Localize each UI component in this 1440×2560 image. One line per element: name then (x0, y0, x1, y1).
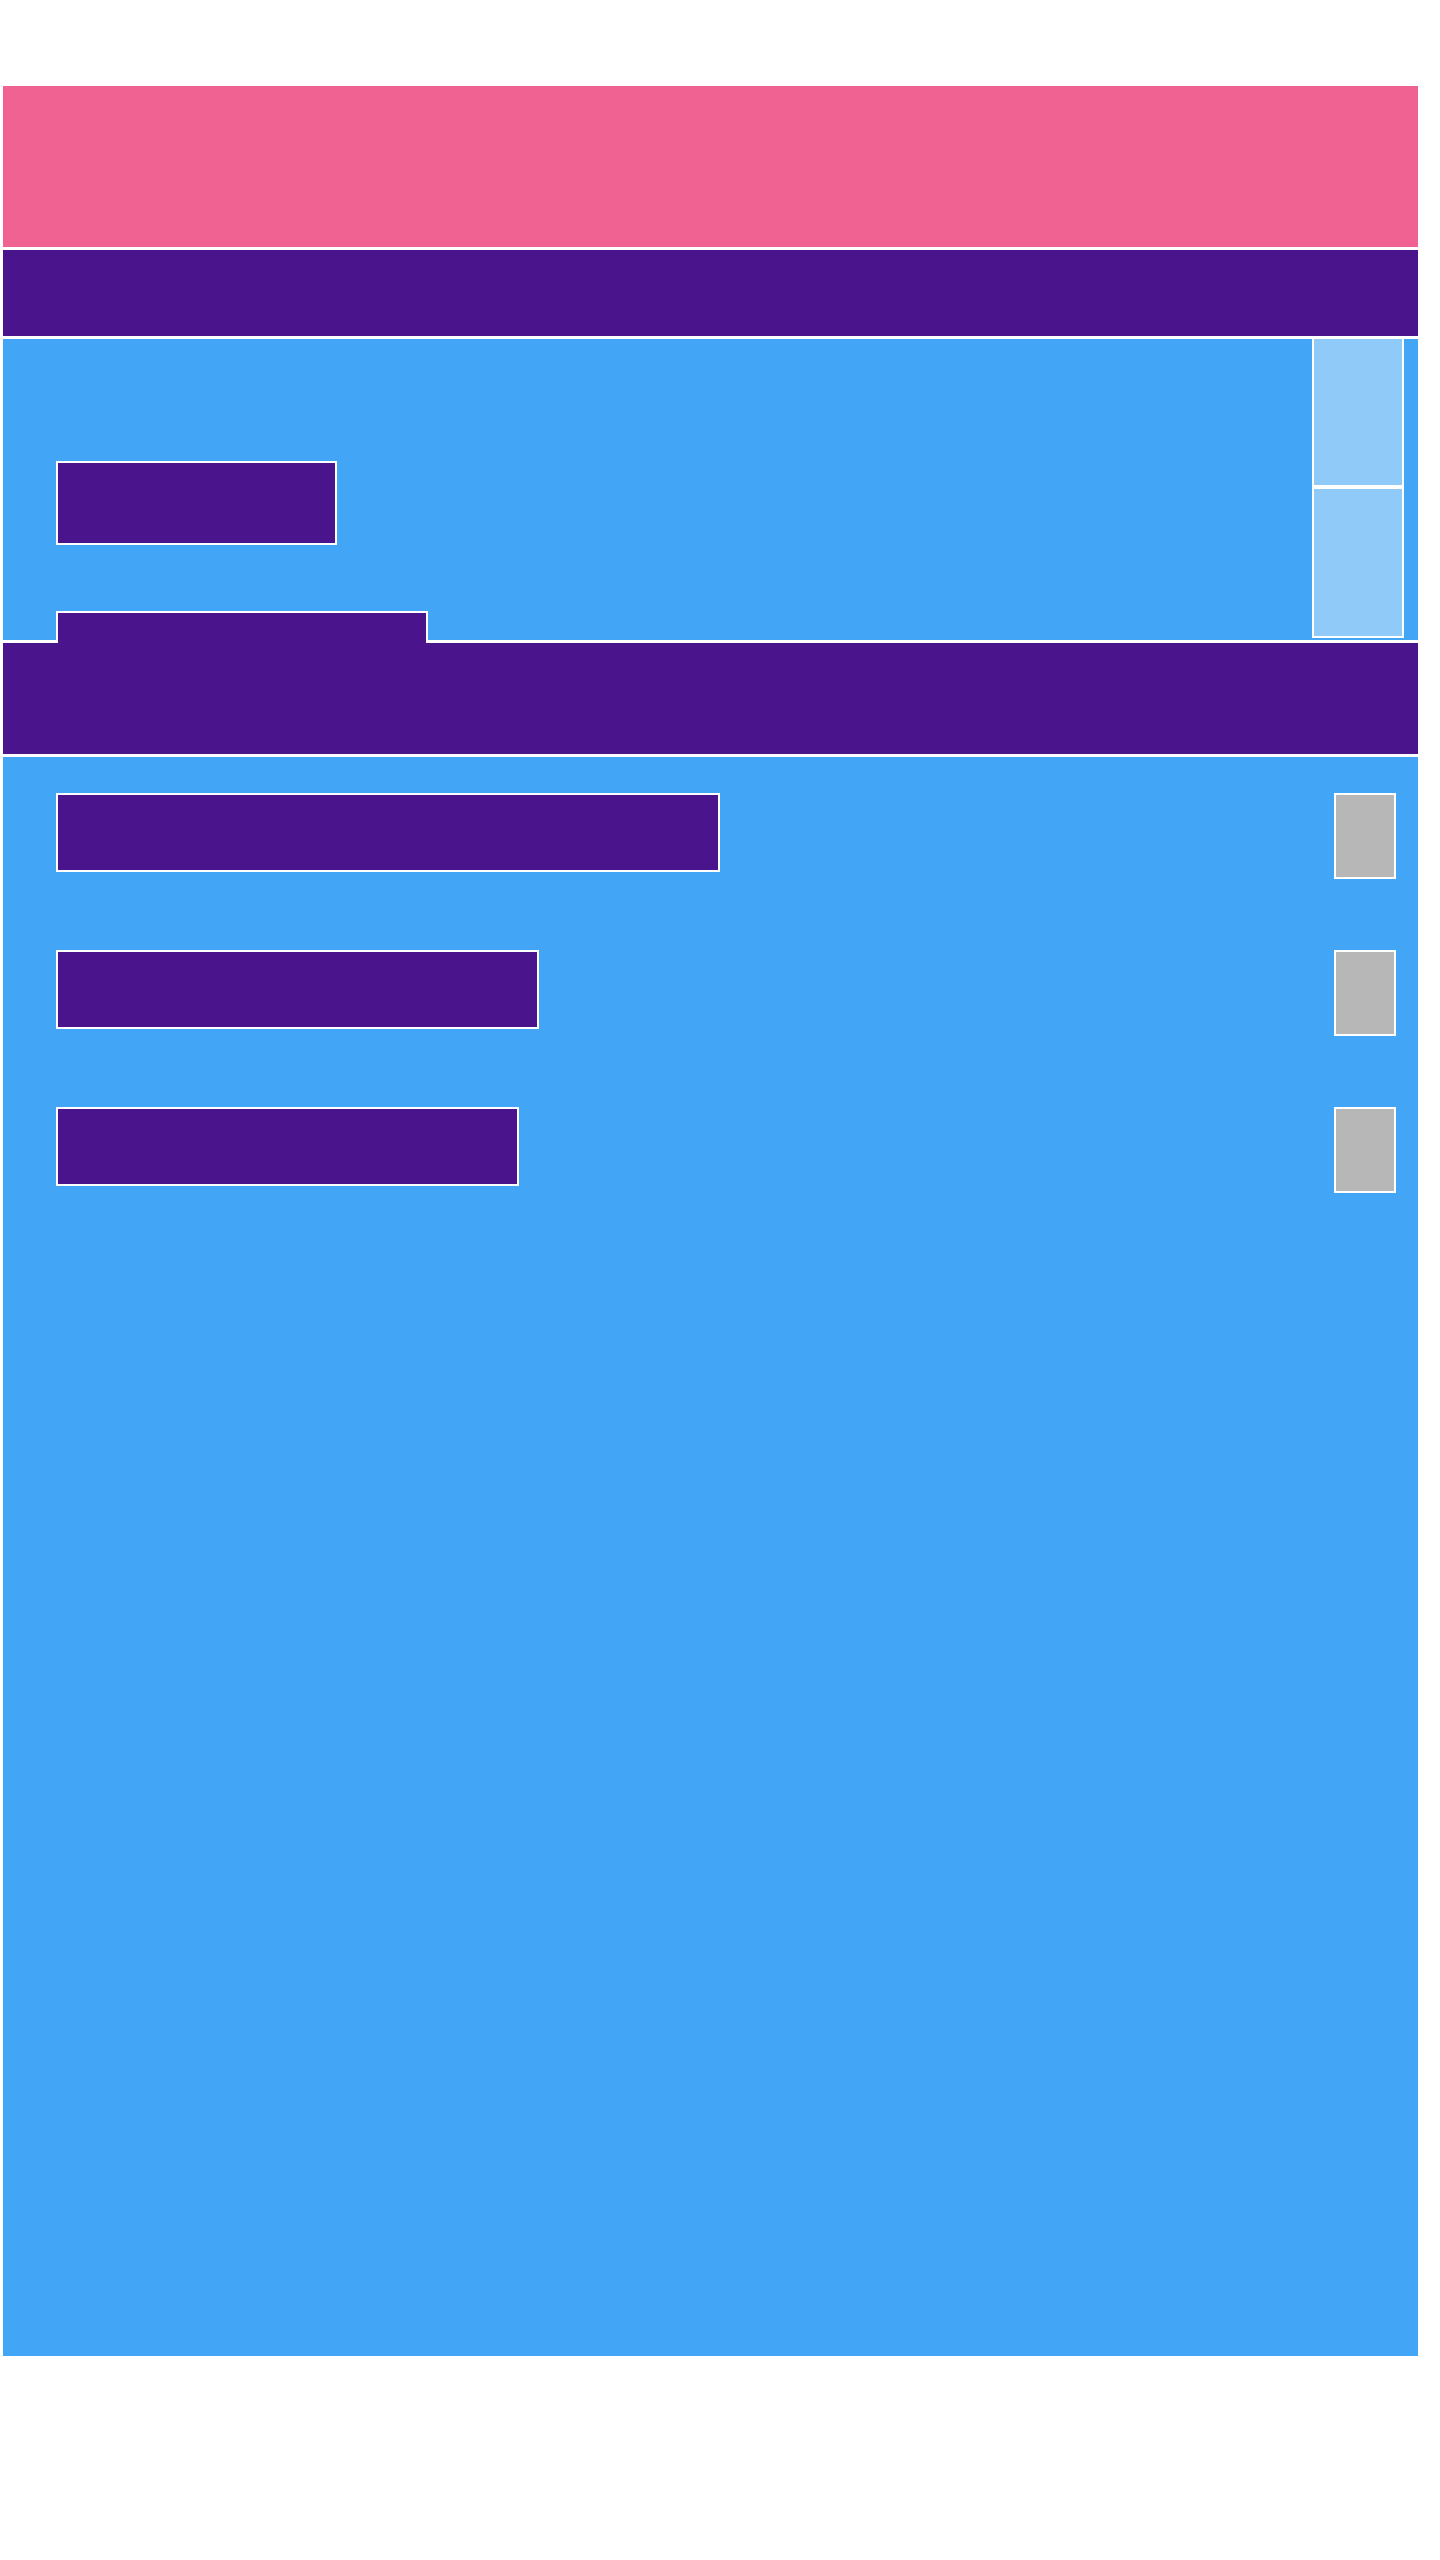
side-tile-2[interactable] (1312, 487, 1404, 638)
section-header-1 (3, 250, 1418, 336)
section-panel-2 (3, 757, 1418, 2356)
setting-row-label-2 (56, 950, 539, 1029)
app-frame (3, 86, 1418, 2356)
setting-toggle-2[interactable] (1334, 950, 1396, 1036)
app-header (3, 86, 1418, 247)
section-panel-1 (3, 339, 1418, 695)
setting-row-label-1 (56, 793, 720, 872)
side-tile-1[interactable] (1312, 339, 1404, 487)
section-header-2 (3, 643, 1418, 754)
setting-toggle-1[interactable] (1334, 793, 1396, 879)
setting-row-label-3 (56, 1107, 519, 1186)
setting-toggle-3[interactable] (1334, 1107, 1396, 1193)
list-item-1[interactable] (56, 461, 337, 545)
